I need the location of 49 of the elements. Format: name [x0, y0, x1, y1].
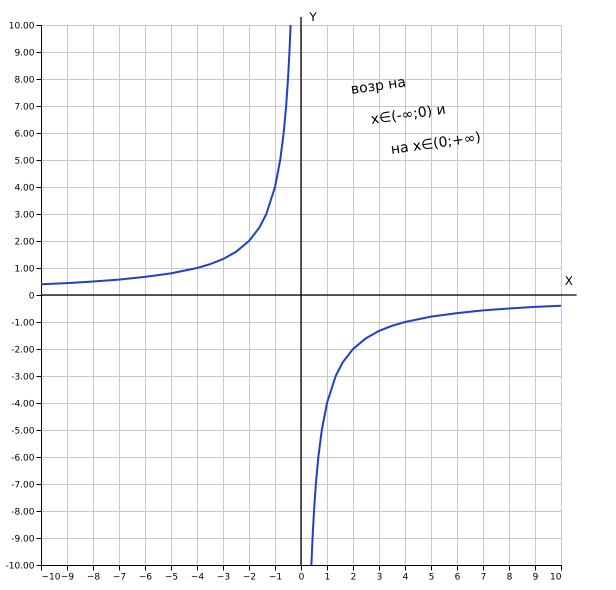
y-tick-label: -7.00 — [11, 480, 35, 490]
y-tick-label: -6.00 — [11, 454, 35, 464]
x-tick-label: 5 — [428, 572, 434, 582]
x-tick-label: 10 — [550, 572, 562, 582]
x-tick-label: 4 — [402, 572, 409, 582]
y-tick-label: 2.00 — [14, 238, 35, 248]
y-axis-title: Y — [308, 10, 318, 24]
x-tick-label: −8 — [86, 572, 100, 582]
x-tick-label: −1 — [268, 572, 282, 582]
y-tick-label: -8.00 — [11, 508, 35, 518]
y-tick-label: 6.00 — [14, 130, 35, 140]
y-tick-label: -5.00 — [11, 426, 35, 436]
x-tick-label: −9 — [60, 572, 74, 582]
annotation: возр на — [350, 74, 407, 98]
x-tick-label: −7 — [112, 572, 126, 582]
y-tick-label: 10.00 — [8, 22, 35, 32]
x-tick-label: −10 — [42, 572, 61, 582]
x-tick-label: 3 — [376, 572, 382, 582]
x-tick-label: 2 — [350, 572, 356, 582]
x-tick-label: 6 — [454, 572, 461, 582]
y-tick-label: 3.00 — [14, 210, 35, 220]
y-tick-label: 0 — [28, 292, 35, 302]
y-tick-label: 5.00 — [14, 156, 35, 166]
y-tick-label: -4.00 — [11, 400, 35, 410]
x-tick-label: −2 — [242, 572, 256, 582]
annotation: на x∈(0;+∞) — [390, 129, 482, 158]
y-tick-label: 8.00 — [14, 76, 35, 86]
x-tick-label: 9 — [532, 572, 539, 582]
y-tick-label: -3.00 — [11, 372, 35, 382]
y-tick-label: -9.00 — [11, 534, 35, 544]
y-tick-label: -10.00 — [5, 562, 35, 572]
x-tick-label: −4 — [190, 572, 204, 582]
y-tick-label: 9.00 — [14, 48, 35, 58]
y-tick-label: -2.00 — [11, 346, 35, 356]
line-series — [310, 304, 561, 565]
x-tick-label: −3 — [216, 572, 230, 582]
x-tick-label: 1 — [324, 572, 330, 582]
y-tick-label: 1.00 — [14, 264, 35, 274]
x-tick-label: −6 — [138, 572, 152, 582]
x-axis-title: X — [564, 274, 573, 288]
x-tick-label: 0 — [298, 572, 305, 582]
annotation: x∈(-∞;0) и — [370, 102, 447, 128]
x-tick-label: 8 — [506, 572, 513, 582]
y-tick-label: 4.00 — [14, 184, 35, 194]
line-series — [41, 25, 292, 286]
y-tick-label: -1.00 — [11, 318, 35, 328]
x-tick-label: 7 — [480, 572, 486, 582]
y-tick-label: 7.00 — [14, 102, 35, 112]
x-tick-label: −5 — [164, 572, 178, 582]
